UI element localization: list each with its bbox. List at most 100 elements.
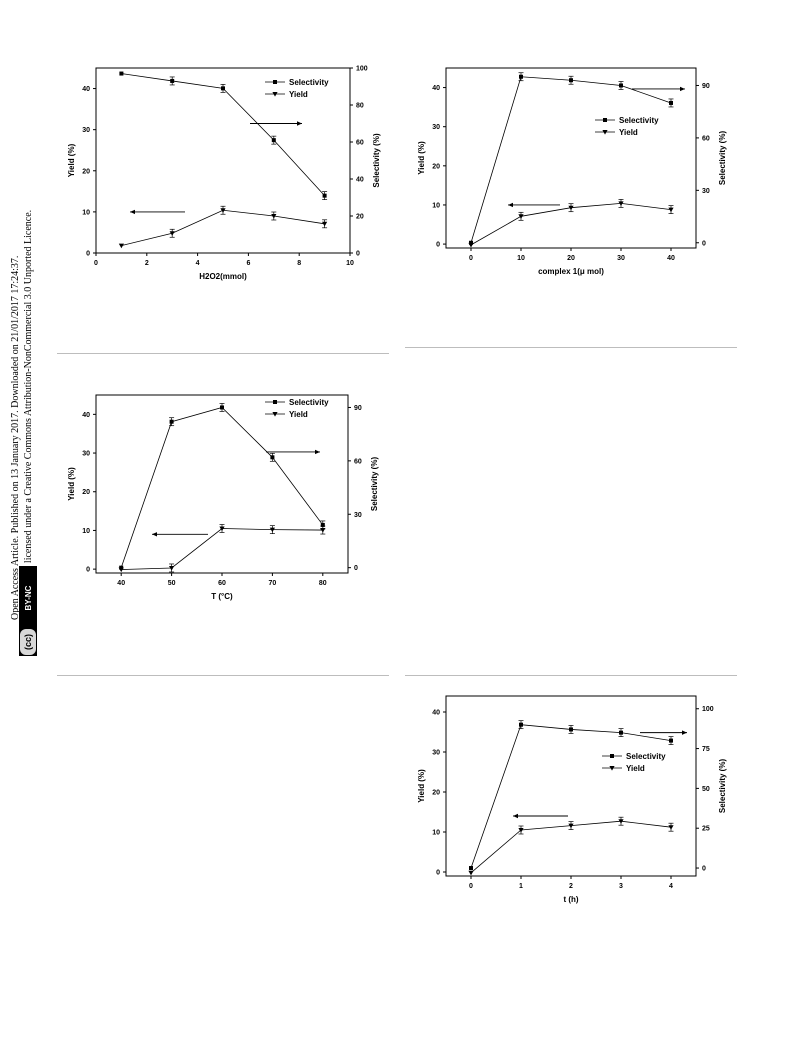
license-line-2[interactable]: This article is licensed under a Creativ…	[23, 209, 34, 620]
data-point-yield	[518, 214, 524, 219]
y-tick-label: 10	[432, 202, 440, 209]
arrow-head	[152, 532, 157, 537]
y2-axis-label: Selectivity (%)	[372, 133, 381, 188]
legend-label: Selectivity	[289, 398, 329, 407]
data-point-selectivity	[320, 522, 325, 527]
y2-tick-label: 60	[354, 458, 362, 465]
legend-label: Selectivity	[289, 78, 329, 87]
legend-marker	[273, 80, 277, 84]
data-point-selectivity	[569, 727, 573, 732]
x-tick-label: 30	[617, 255, 625, 262]
legend-label: Yield	[289, 90, 308, 99]
x-axis-label: complex 1(μ mol)	[538, 267, 604, 276]
x-tick-label: 40	[667, 255, 675, 262]
y-tick-label: 0	[436, 870, 440, 877]
data-point-yield	[668, 825, 674, 830]
data-point-yield	[169, 231, 175, 236]
y-tick-label: 20	[432, 163, 440, 170]
data-point-selectivity	[119, 71, 124, 76]
arrow-head	[315, 449, 320, 455]
divider-right-2	[405, 675, 737, 676]
legend-label: Yield	[619, 128, 638, 137]
legend-marker	[609, 766, 615, 771]
y-tick-label: 0	[86, 567, 90, 574]
data-point-yield	[320, 528, 326, 533]
legend-label: Yield	[289, 410, 308, 419]
legend-marker	[273, 400, 277, 404]
y2-tick-label: 50	[702, 786, 710, 793]
series-line-selectivity	[120, 407, 324, 568]
y2-tick-label: 0	[702, 240, 706, 247]
x-tick-label: 6	[246, 260, 250, 267]
x-tick-label: 8	[297, 260, 301, 267]
y2-tick-label: 30	[702, 188, 710, 195]
y-tick-label: 20	[82, 168, 90, 175]
y2-tick-label: 60	[702, 135, 710, 142]
plot-frame	[445, 67, 697, 249]
cc-license-badge[interactable]: (cc) BY-NC	[19, 566, 37, 656]
x-tick-label: 2	[569, 883, 573, 890]
data-point-selectivity	[519, 74, 523, 79]
y-axis-label: Yield (%)	[67, 467, 76, 501]
legend-label: Selectivity	[619, 116, 659, 125]
data-point-selectivity	[170, 78, 175, 83]
plot-frame	[95, 67, 351, 254]
data-point-yield	[618, 201, 624, 206]
data-point-selectivity	[669, 100, 673, 105]
arrow-head	[680, 86, 685, 92]
y2-tick-label: 0	[356, 251, 360, 258]
data-point-yield	[568, 823, 574, 829]
plot-frame	[95, 394, 349, 574]
chart-temperature: 40 50 60 70 80 0 10 20 30 40 0 30 60 90 T (°C) Yield (%…	[60, 385, 380, 615]
data-point-selectivity	[569, 78, 573, 83]
arrow-head	[513, 813, 518, 819]
y-tick-label: 40	[432, 710, 440, 717]
x-axis-label: H2O2(mmol)	[199, 272, 247, 281]
series-line-yield	[121, 528, 323, 570]
data-point-yield	[568, 205, 574, 211]
arrow-head	[682, 730, 687, 735]
data-point-selectivity	[270, 455, 275, 460]
x-tick-label: 0	[469, 883, 473, 890]
y-axis-label: Yield (%)	[417, 141, 426, 175]
arrow-head	[508, 202, 513, 208]
series-line-selectivity	[470, 76, 672, 243]
y2-tick-label: 0	[354, 565, 358, 572]
x-tick-label: 10	[346, 260, 354, 267]
x-tick-label: 4	[669, 883, 673, 890]
license-sidebar: Open Access Article. Published on 13 Jan…	[0, 0, 40, 660]
y2-tick-label: 25	[702, 826, 710, 833]
y-tick-label: 40	[82, 86, 90, 93]
x-tick-label: 0	[469, 255, 473, 262]
legend-marker	[602, 130, 608, 135]
x-tick-label: 50	[168, 580, 176, 587]
data-point-yield	[322, 221, 328, 227]
x-tick-label: 20	[567, 255, 575, 262]
y-tick-label: 0	[436, 242, 440, 249]
x-tick-label: 60	[218, 580, 226, 587]
y2-tick-label: 0	[702, 866, 706, 873]
y2-tick-label: 60	[356, 140, 364, 147]
data-point-selectivity	[519, 722, 523, 727]
data-point-selectivity	[169, 419, 174, 424]
x-tick-label: 2	[145, 260, 149, 267]
data-point-selectivity	[619, 83, 623, 88]
x-tick-label: 1	[519, 883, 523, 890]
x-tick-label: 10	[517, 255, 525, 262]
y-tick-label: 20	[432, 790, 440, 797]
data-point-selectivity	[619, 730, 623, 735]
data-point-yield	[518, 828, 524, 833]
x-tick-label: 70	[269, 580, 277, 587]
chart-h2o2: 0 2 4 6 8 10 0 10 20 30 40 0 20 40 60 80 100 H2O2(mmol) Yi…	[60, 60, 381, 290]
x-tick-label: 40	[117, 580, 125, 587]
y2-axis-label: Selectivity (%)	[718, 759, 727, 814]
data-point-yield	[118, 567, 124, 573]
data-point-yield	[219, 526, 225, 532]
legend-marker	[603, 118, 607, 122]
data-point-yield	[468, 242, 474, 248]
y-tick-label: 0	[86, 251, 90, 258]
legend-marker	[272, 92, 278, 97]
arrow-head	[130, 209, 135, 215]
data-point-yield	[220, 208, 226, 213]
y-axis-label: Yield (%)	[417, 769, 426, 803]
